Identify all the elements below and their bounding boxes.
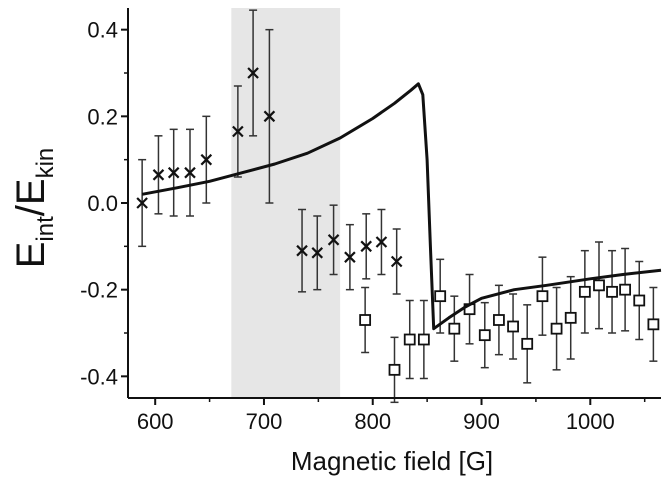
x-marker-1 [152, 169, 165, 181]
x-tick-label-600: 600 [137, 409, 174, 434]
x-marker-14 [390, 255, 403, 268]
x-tick-label-1000: 1000 [566, 409, 615, 434]
x-marker-5 [232, 125, 244, 138]
x-marker-12 [360, 240, 372, 253]
square-marker-18 [633, 294, 646, 307]
x-marker-7 [263, 110, 276, 123]
square-marker-2 [403, 333, 416, 346]
shaded-region-layer [231, 8, 341, 398]
square-marker-0 [359, 314, 372, 326]
x-marker-10 [327, 234, 340, 246]
series-line [141, 82, 662, 331]
y-axis-title: Eint/Ekin [9, 148, 59, 269]
square-marker-12 [550, 322, 563, 335]
square-marker-9 [507, 320, 519, 333]
y-axis-title-main: E [9, 242, 53, 269]
x-marker-4 [200, 153, 213, 166]
x-marker-8 [296, 244, 308, 257]
square-marker-8 [493, 314, 505, 326]
x-tick-label-700: 700 [246, 409, 283, 434]
square-marker-3 [417, 333, 430, 346]
square-marker-15 [593, 279, 605, 292]
square-marker-11 [536, 290, 549, 303]
x-marker-9 [311, 247, 324, 259]
x-marker-0 [136, 197, 148, 209]
square-marker-13 [564, 311, 577, 324]
x-tick-label-800: 800 [354, 409, 391, 434]
y-axis-title-sub1: int [32, 216, 59, 242]
y-axis-title-sep: /E [9, 178, 53, 216]
square-marker-14 [578, 285, 591, 298]
y-tick-label-1: 0.2 [87, 104, 118, 129]
y-axis-title-sub2: kin [32, 148, 59, 179]
axes-layer: 600 700 800 900 1000 0.4 0.2 0.0 -0.2 -0.4 [80, 8, 661, 434]
square-marker-1 [388, 363, 401, 376]
shaded-region [231, 8, 341, 398]
x-axis-title: Magnetic field [G] [291, 446, 493, 476]
square-marker-16 [606, 285, 618, 298]
square-marker-19 [647, 318, 660, 331]
y-tick-label-0: 0.4 [87, 18, 118, 43]
x-marker-2 [167, 166, 180, 179]
square-marker-10 [521, 337, 534, 350]
square-marker-5 [448, 322, 461, 335]
square-marker-7 [478, 329, 491, 342]
x-tick-label-900: 900 [463, 409, 500, 434]
y-tick-label-4: -0.4 [80, 364, 118, 389]
x-marker-3 [184, 166, 196, 179]
y-tick-label-2: 0.0 [87, 191, 118, 216]
data-layer [136, 9, 662, 404]
x-marker-6 [247, 67, 259, 79]
x-marker-13 [375, 236, 388, 248]
square-marker-17 [619, 283, 632, 296]
square-marker-4 [434, 290, 447, 303]
x-marker-11 [344, 251, 356, 263]
y-tick-label-3: -0.2 [80, 278, 118, 303]
